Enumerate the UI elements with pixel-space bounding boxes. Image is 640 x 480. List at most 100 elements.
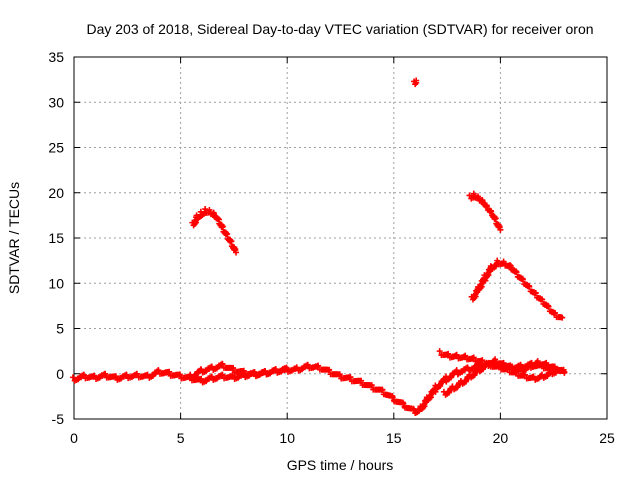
data-point bbox=[368, 382, 375, 389]
data-point bbox=[133, 370, 140, 377]
data-point bbox=[492, 216, 499, 223]
y-tick-label: 35 bbox=[48, 49, 64, 65]
y-tick-label: 25 bbox=[48, 140, 64, 156]
data-point bbox=[487, 359, 494, 366]
data-point bbox=[389, 394, 396, 401]
series-arc-2 bbox=[466, 190, 504, 233]
data-point bbox=[538, 296, 545, 303]
data-point bbox=[413, 77, 420, 84]
y-tick-label: 15 bbox=[48, 230, 64, 246]
data-point bbox=[557, 367, 564, 374]
data-point bbox=[208, 373, 215, 380]
data-point bbox=[347, 374, 354, 381]
y-tick-label: 10 bbox=[48, 275, 64, 291]
data-point bbox=[229, 372, 236, 379]
data-point bbox=[526, 283, 533, 290]
data-point bbox=[534, 358, 541, 365]
data-point bbox=[69, 374, 76, 381]
data-point bbox=[532, 290, 539, 297]
data-point bbox=[325, 367, 332, 374]
x-tick-label: 20 bbox=[493, 430, 509, 446]
data-point bbox=[240, 368, 247, 375]
data-point bbox=[496, 362, 503, 369]
data-point bbox=[551, 363, 558, 370]
data-point bbox=[336, 371, 343, 378]
data-point bbox=[272, 366, 279, 373]
data-point bbox=[530, 373, 537, 380]
x-tick-label: 10 bbox=[279, 430, 295, 446]
data-point bbox=[123, 371, 130, 378]
data-point bbox=[219, 224, 226, 231]
data-point bbox=[559, 314, 566, 321]
data-point bbox=[165, 368, 172, 375]
data-point bbox=[492, 356, 499, 363]
data-point bbox=[470, 190, 477, 197]
data-point bbox=[551, 310, 558, 317]
data-point bbox=[453, 351, 460, 358]
data-point bbox=[261, 368, 268, 375]
data-point bbox=[543, 359, 550, 366]
data-point bbox=[497, 226, 504, 233]
y-tick-label: 5 bbox=[56, 321, 64, 337]
data-point bbox=[519, 276, 526, 283]
data-point bbox=[466, 192, 473, 199]
data-point bbox=[155, 367, 162, 374]
data-point bbox=[513, 368, 520, 375]
data-point bbox=[176, 371, 183, 378]
series-arc-1 bbox=[189, 206, 240, 256]
data-point bbox=[112, 373, 119, 380]
data-point bbox=[561, 369, 568, 376]
series-baseline-2 bbox=[187, 360, 291, 381]
data-point bbox=[400, 400, 407, 407]
y-tick-label: 30 bbox=[48, 94, 64, 110]
data-point bbox=[545, 303, 552, 310]
data-point bbox=[284, 366, 291, 373]
data-point bbox=[202, 206, 209, 213]
data-point bbox=[436, 348, 443, 355]
axis-ticks: 0 5 10 15 20 25 -5 0 5 10 15 20 25 30 35 bbox=[48, 49, 615, 446]
series-baseline-4 bbox=[436, 348, 564, 383]
data-point bbox=[229, 365, 236, 372]
data-point bbox=[101, 370, 108, 377]
data-point bbox=[219, 371, 226, 378]
series-outlier bbox=[411, 77, 420, 88]
data-point bbox=[379, 387, 386, 394]
data-point bbox=[464, 364, 471, 371]
data-point bbox=[304, 361, 311, 368]
data-point bbox=[479, 357, 486, 364]
x-tick-label: 15 bbox=[386, 430, 402, 446]
data-point bbox=[513, 269, 520, 276]
data-point bbox=[251, 369, 258, 376]
x-tick-label: 5 bbox=[177, 430, 185, 446]
series-arc-3 bbox=[468, 257, 566, 321]
data-point bbox=[500, 359, 507, 366]
data-point bbox=[293, 364, 300, 371]
data-point bbox=[475, 193, 482, 200]
data-point bbox=[479, 197, 486, 203]
data-marks bbox=[69, 77, 568, 417]
data-point bbox=[227, 238, 234, 245]
data-point bbox=[208, 363, 215, 370]
x-tick-label: 0 bbox=[70, 430, 78, 446]
data-point bbox=[462, 352, 469, 359]
data-point bbox=[197, 366, 204, 373]
data-point bbox=[233, 249, 240, 256]
data-point bbox=[483, 202, 490, 209]
data-point bbox=[214, 216, 221, 223]
x-axis-label: GPS time / hours bbox=[287, 457, 394, 473]
data-point bbox=[494, 257, 501, 264]
data-point bbox=[504, 365, 511, 372]
data-point bbox=[210, 209, 217, 216]
data-point bbox=[206, 206, 213, 213]
data-point bbox=[509, 363, 516, 370]
data-point bbox=[91, 372, 98, 379]
y-tick-label: 20 bbox=[48, 185, 64, 201]
data-point bbox=[219, 360, 226, 367]
data-point bbox=[507, 262, 514, 269]
y-axis-label: SDTVAR / TECUs bbox=[6, 182, 22, 294]
data-point bbox=[487, 207, 494, 214]
data-point bbox=[500, 258, 507, 265]
data-point bbox=[223, 231, 230, 238]
